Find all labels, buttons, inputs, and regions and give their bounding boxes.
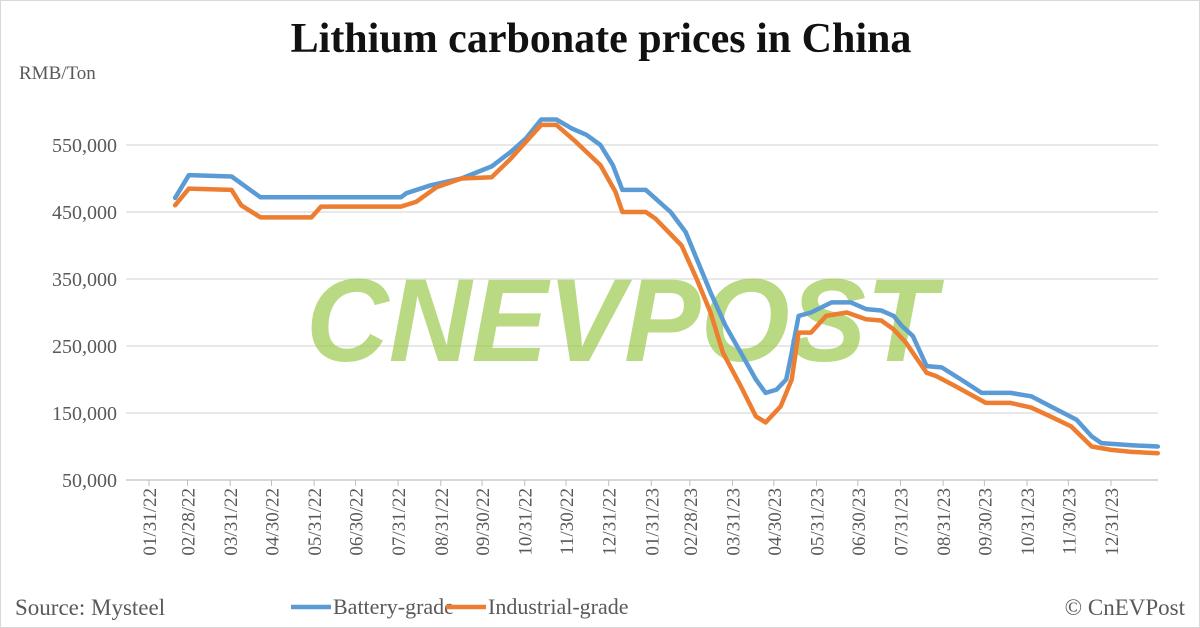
x-tick-label: 03/31/22 — [221, 488, 242, 556]
series-line-battery-grade — [172, 117, 1161, 449]
x-tick-label: 06/30/23 — [849, 488, 870, 556]
y-tick-label: 50,000 — [62, 470, 117, 492]
x-tick-label: 06/30/22 — [346, 488, 367, 556]
x-tick-label: 11/30/22 — [557, 488, 578, 555]
x-tick-label: 10/31/22 — [516, 488, 537, 556]
x-tick-label: 08/31/22 — [432, 488, 453, 556]
y-tick-label: 150,000 — [52, 403, 117, 425]
x-tick-label: 09/30/22 — [473, 488, 494, 556]
y-tick-label: 550,000 — [52, 135, 117, 157]
source-note: Source: Mysteel — [15, 595, 166, 620]
credit-note: © CnEVPost — [1064, 595, 1185, 620]
x-tick-label: 02/28/23 — [681, 488, 702, 556]
legend-label: Industrial-grade — [488, 594, 629, 619]
series-line-industrial-grade — [172, 122, 1161, 456]
x-tick-label: 04/30/23 — [765, 488, 786, 556]
y-tick-label: 350,000 — [52, 269, 117, 291]
chart-title: Lithium carbonate prices in China — [290, 16, 912, 62]
x-tick-label: 01/31/23 — [642, 488, 663, 556]
x-tick-label: 04/30/22 — [262, 488, 283, 556]
x-tick-label: 12/31/22 — [600, 488, 621, 556]
x-tick-label: 02/28/22 — [179, 488, 200, 556]
y-tick-label: 250,000 — [52, 336, 117, 358]
x-tick-label: 08/31/23 — [934, 488, 955, 556]
y-axis-label: RMB/Ton — [19, 63, 96, 84]
x-tick-label: 03/31/23 — [724, 488, 745, 556]
x-tick-label: 07/31/23 — [891, 488, 912, 556]
y-tick-label: 450,000 — [52, 202, 117, 224]
x-tick-label: 07/31/22 — [389, 488, 410, 556]
x-tick-label: 10/31/23 — [1018, 488, 1039, 556]
legend-label: Battery-grade — [333, 594, 454, 619]
x-tick-label: 11/30/23 — [1059, 488, 1080, 555]
x-tick-label: 12/31/23 — [1102, 488, 1123, 556]
watermark-logo: CNEVPOST — [306, 255, 945, 387]
x-tick-label: 01/31/22 — [140, 488, 161, 556]
x-tick-label: 09/30/23 — [975, 488, 996, 556]
x-tick-label: 05/31/22 — [305, 488, 326, 556]
x-tick-label: 05/31/23 — [807, 488, 828, 556]
